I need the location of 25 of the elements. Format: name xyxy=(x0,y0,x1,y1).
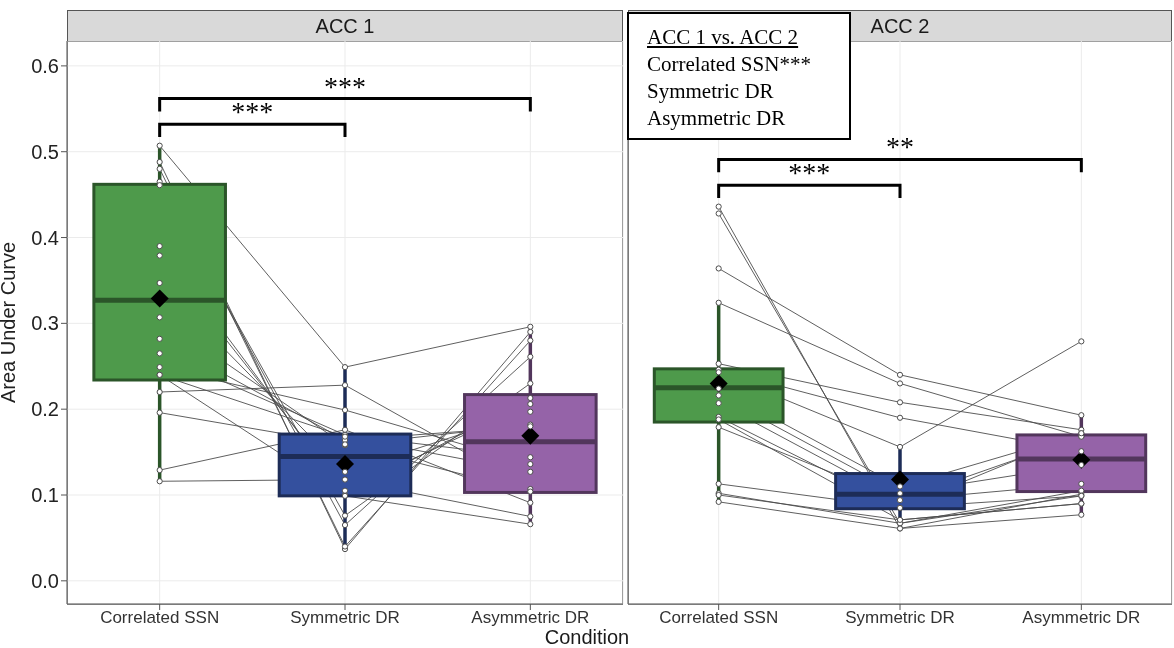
y-tick-label: 0.1 xyxy=(31,484,59,507)
annotation: Asymmetric DR xyxy=(647,105,787,132)
annotation: *** xyxy=(788,157,831,189)
x-axis-title: Condition xyxy=(543,626,631,648)
x-tick-label: Correlated SSN xyxy=(659,608,779,627)
y-tick-label: 0.5 xyxy=(31,140,59,163)
annotation: Correlated SSN*** xyxy=(647,51,812,78)
y-tick-label: 0.0 xyxy=(31,569,59,592)
annotation: ACC 1 vs. ACC 2 xyxy=(647,24,800,51)
x-tick-label: Asymmetric DR xyxy=(1022,608,1141,627)
chart-title: ACC 2 xyxy=(870,15,930,37)
annotation: *** xyxy=(231,96,274,128)
x-tick-label: Symmetric DR xyxy=(845,608,955,627)
y-tick-label: 0.2 xyxy=(31,398,59,421)
chart-title: ACC 1 xyxy=(67,10,623,42)
annotation: ** xyxy=(886,131,914,163)
x-tick-label: Symmetric DR xyxy=(290,608,400,627)
annotation: *** xyxy=(324,70,366,102)
x-tick-label: Correlated SSN xyxy=(100,608,220,627)
y-tick-label: 0.4 xyxy=(31,226,59,249)
y-tick-label: 0.6 xyxy=(31,54,59,77)
y-tick-label: 0.3 xyxy=(31,312,59,335)
annotation: Symmetric DR xyxy=(647,78,775,105)
y-axis-title: Area Under Curve xyxy=(0,241,20,404)
x-tick-label: Asymmetric DR xyxy=(471,608,590,627)
